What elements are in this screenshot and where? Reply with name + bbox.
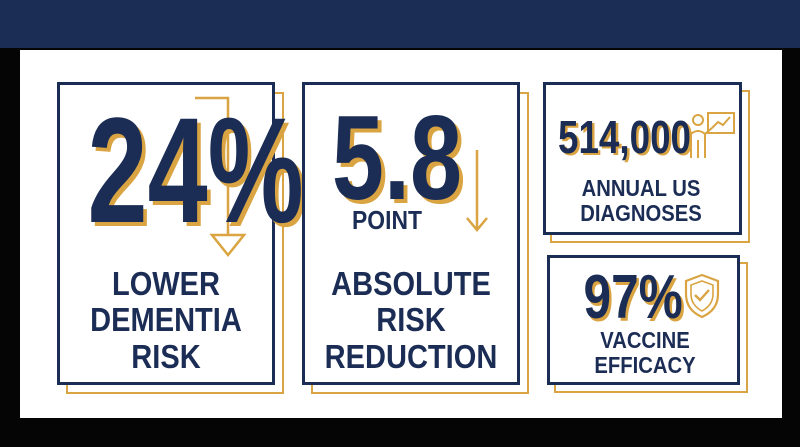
presenter-icon [690, 112, 735, 158]
page-title: KEY STATISTICS: HEALTH & RISK FACTORS DA… [56, 8, 766, 38]
shield-icon [684, 273, 720, 319]
label-line: EFFICACY [594, 352, 696, 378]
card [547, 255, 740, 385]
header-bar [0, 0, 800, 48]
label-line: RISK [376, 301, 446, 339]
label-line: ABSOLUTE [331, 265, 491, 302]
stat-value: 5.8 [331, 91, 463, 225]
stat-label: ANNUAL US DIAGNOSES [556, 176, 726, 226]
stat-label: VACCINE EFFICACY [560, 328, 730, 378]
label-line: REDUCTION [324, 337, 498, 375]
label-line: DEMENTIA [90, 301, 242, 339]
card [302, 82, 520, 385]
stat-value: 514,000 [558, 111, 692, 163]
down-arrow-icon [466, 150, 488, 232]
stat-value: 97% [583, 263, 683, 332]
label-line: ANNUAL US [581, 175, 701, 201]
label-line: VACCINE [600, 327, 690, 353]
card [543, 82, 742, 235]
label-line: LOWER [111, 265, 221, 302]
stat-label: LOWER DEMENTIA RISK [57, 265, 275, 375]
label-line: RISK [131, 337, 201, 375]
down-arrow-icon [195, 96, 247, 258]
stat-label: ABSOLUTE RISK REDUCTION [302, 265, 520, 375]
card [57, 82, 275, 385]
stat-unit: POINT [352, 205, 422, 235]
stat-value: 24% [87, 86, 304, 254]
label-line: DIAGNOSES [580, 200, 702, 226]
